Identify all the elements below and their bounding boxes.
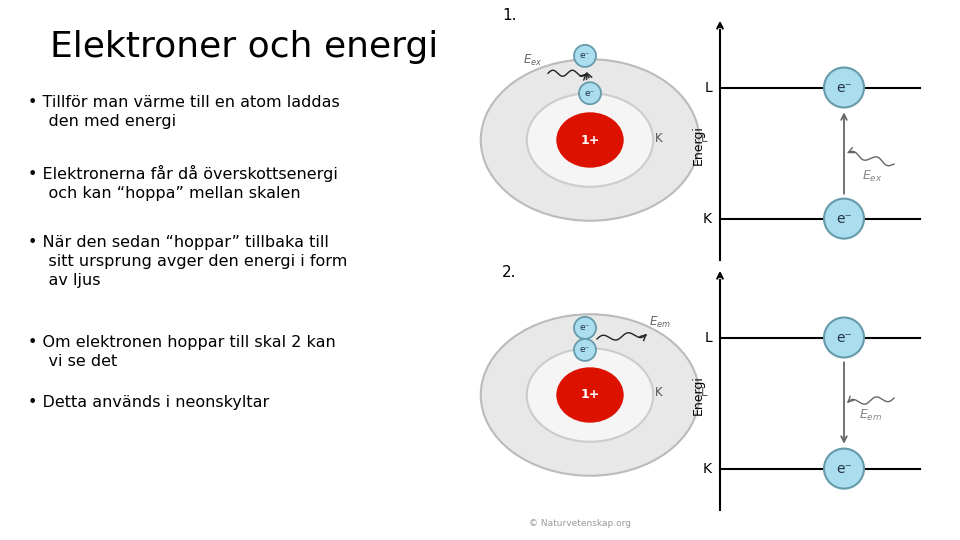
Ellipse shape — [527, 348, 653, 442]
Text: • Elektronerna får då överskottsenergi
    och kan “hoppa” mellan skalen: • Elektronerna får då överskottsenergi o… — [28, 165, 338, 201]
Text: • Detta används i neonskyltar: • Detta används i neonskyltar — [28, 395, 269, 410]
Text: K: K — [655, 387, 662, 400]
Text: • Om elektronen hoppar till skal 2 kan
    vi se det: • Om elektronen hoppar till skal 2 kan v… — [28, 335, 336, 369]
Text: e⁻: e⁻ — [836, 330, 852, 345]
Text: K: K — [703, 212, 712, 226]
Text: $E_{ex}$: $E_{ex}$ — [523, 53, 542, 68]
Circle shape — [824, 199, 864, 239]
Text: L: L — [705, 330, 712, 345]
Text: e⁻: e⁻ — [836, 212, 852, 226]
Text: e⁻: e⁻ — [836, 80, 852, 94]
Ellipse shape — [481, 314, 699, 476]
Text: L: L — [705, 80, 712, 94]
Text: $E_{em}$: $E_{em}$ — [649, 315, 671, 330]
Text: Energi: Energi — [691, 125, 705, 165]
Text: e⁻: e⁻ — [580, 323, 590, 333]
Circle shape — [574, 45, 596, 67]
Text: e⁻: e⁻ — [580, 51, 590, 60]
Text: K: K — [703, 462, 712, 476]
Circle shape — [824, 318, 864, 357]
Text: Energi: Energi — [691, 375, 705, 415]
Circle shape — [579, 82, 601, 104]
Text: K: K — [655, 132, 662, 145]
Circle shape — [574, 317, 596, 339]
Text: e⁻: e⁻ — [585, 89, 595, 98]
Text: e⁻: e⁻ — [836, 462, 852, 476]
Ellipse shape — [527, 93, 653, 187]
Text: • Tillför man värme till en atom laddas
    den med energi: • Tillför man värme till en atom laddas … — [28, 95, 340, 129]
Text: • När den sedan “hoppar” tillbaka till
    sitt ursprung avger den energi i form: • När den sedan “hoppar” tillbaka till s… — [28, 235, 348, 288]
Ellipse shape — [557, 368, 623, 422]
Ellipse shape — [557, 113, 623, 167]
Circle shape — [574, 339, 596, 361]
Ellipse shape — [481, 59, 699, 221]
Text: $E_{ex}$: $E_{ex}$ — [862, 168, 882, 184]
Text: L: L — [701, 132, 708, 145]
Text: L: L — [701, 387, 708, 400]
Circle shape — [824, 449, 864, 489]
Text: © Naturvetenskap.org: © Naturvetenskap.org — [529, 519, 631, 528]
Circle shape — [824, 68, 864, 107]
Text: Elektroner och energi: Elektroner och energi — [50, 30, 439, 64]
Text: 1.: 1. — [502, 8, 516, 23]
Text: 1+: 1+ — [580, 133, 600, 146]
Text: 2.: 2. — [502, 265, 516, 280]
Text: $E_{em}$: $E_{em}$ — [859, 408, 882, 423]
Text: e⁻: e⁻ — [580, 346, 590, 354]
Text: 1+: 1+ — [580, 388, 600, 402]
